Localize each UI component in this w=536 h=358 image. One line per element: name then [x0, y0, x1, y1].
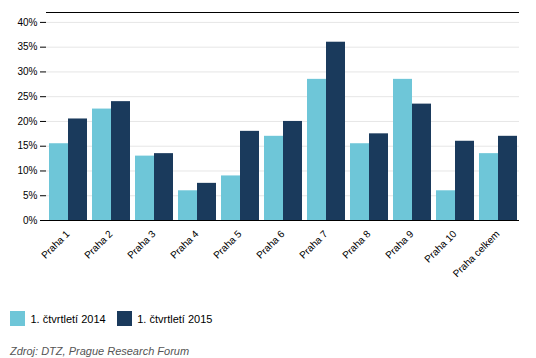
svg-text:25%: 25% — [17, 91, 37, 102]
svg-text:Praha 1: Praha 1 — [39, 228, 72, 261]
svg-text:20%: 20% — [17, 116, 37, 127]
html-text:Zdroj: DTZ, Prague Research Fo: Zdroj: DTZ, Prague Research Forum — [10, 344, 190, 357]
html-text:1. čtvrtletí 2015: 1. čtvrtletí 2015 — [137, 312, 213, 325]
svg-text:30%: 30% — [17, 66, 37, 77]
svg-text:Praha 10: Praha 10 — [422, 228, 459, 265]
svg-text:Praha 3: Praha 3 — [125, 228, 158, 261]
svg-text:40%: 40% — [17, 17, 37, 28]
svg-text:0%: 0% — [23, 215, 38, 226]
svg-text:10%: 10% — [17, 165, 37, 176]
svg-text:Praha 2: Praha 2 — [82, 228, 115, 261]
svg-text:Praha 6: Praha 6 — [254, 228, 287, 261]
svg-text:5%: 5% — [23, 190, 38, 201]
svg-text:Praha 5: Praha 5 — [211, 228, 244, 261]
svg-text:Praha 9: Praha 9 — [383, 228, 416, 261]
svg-text:Praha celkem: Praha celkem — [451, 228, 502, 279]
svg-text:Praha 4: Praha 4 — [168, 228, 201, 261]
svg-text:Praha 8: Praha 8 — [340, 228, 373, 261]
svg-text:15%: 15% — [17, 140, 37, 151]
svg-text:35%: 35% — [17, 41, 37, 52]
svg-text:Praha 7: Praha 7 — [297, 228, 330, 261]
html-text:1. čtvrtletí 2014: 1. čtvrtletí 2014 — [30, 312, 106, 325]
